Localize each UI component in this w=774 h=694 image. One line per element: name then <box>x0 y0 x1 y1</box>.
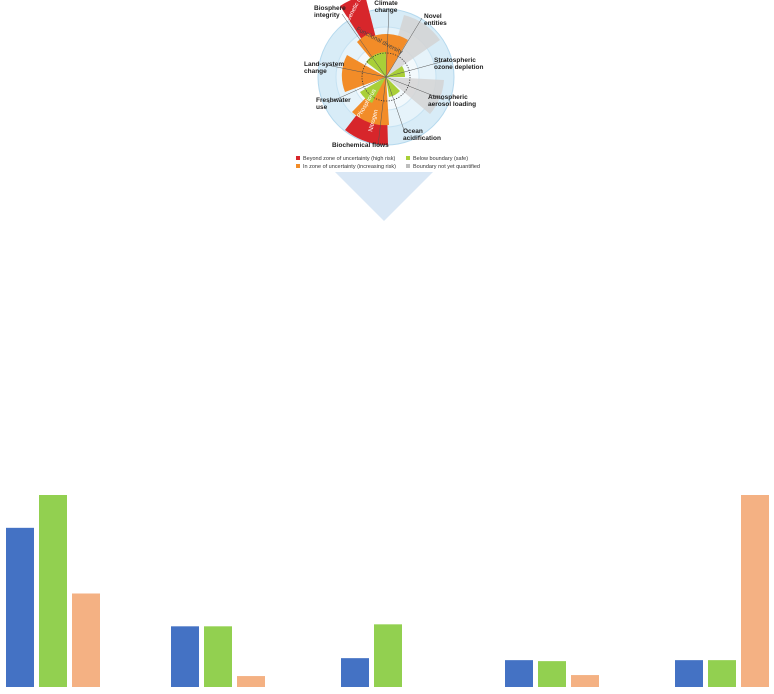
wedge-aerosol <box>386 77 444 114</box>
diagram-legend: Beyond zone of uncertainty (high risk) I… <box>296 156 480 170</box>
legend-label-safe: Below boundary (safe) <box>413 156 468 162</box>
label-biosphere-integrity: Biosphere integrity <box>314 5 346 19</box>
bar-4-series-2 <box>538 661 566 687</box>
bar-5-series-3 <box>741 495 769 687</box>
label-freshwater-use: Freshwater use <box>316 97 351 111</box>
label-ocean-acidification: Ocean acidification <box>403 128 441 142</box>
wedge-novel-entities <box>386 15 440 77</box>
legend-swatch-high-risk <box>296 156 300 160</box>
diagram-spokes <box>326 7 449 147</box>
pointer-triangle <box>335 172 433 221</box>
label-novel-entities: Novel entities <box>424 13 447 27</box>
label-ozone-depletion: Stratospheric ozone depletion <box>434 57 484 71</box>
label-biochemical-flows: Biochemical flows <box>332 142 389 149</box>
label-aerosol-loading: Atmospheric aerosol loading <box>428 94 476 108</box>
wedge-ozone <box>386 66 406 77</box>
bar-4-series-3 <box>571 675 599 687</box>
bar-3-series-1 <box>341 658 369 687</box>
bar-2-series-1 <box>171 626 199 687</box>
wedge-ocean <box>386 77 400 97</box>
bar-4-series-1 <box>505 660 533 687</box>
legend-label-increasing-risk: In zone of uncertainty (increasing risk) <box>303 164 396 170</box>
legend-swatch-unquantified <box>406 164 410 168</box>
legend-label-high-risk: Beyond zone of uncertainty (high risk) <box>303 156 395 162</box>
bar-2-series-3 <box>237 676 265 687</box>
label-land-system-change: Land-system change <box>304 61 344 75</box>
legend-label-unquantified: Boundary not yet quantified <box>413 164 480 170</box>
bar-1-series-3 <box>72 593 100 687</box>
bar-chart <box>6 495 769 687</box>
bar-1-series-1 <box>6 527 34 687</box>
legend-swatch-safe <box>406 156 410 160</box>
bar-2-series-2 <box>204 626 232 687</box>
boundary-circle <box>361 52 411 102</box>
label-climate-change: Climate change <box>374 0 398 14</box>
bar-3-series-2 <box>374 624 402 687</box>
legend-swatch-increasing-risk <box>296 164 300 168</box>
planetary-boundaries-diagram: Climate change Novel entities Stratospheri… <box>296 0 484 221</box>
bar-1-series-2 <box>39 495 67 687</box>
sublabel-nitrogen: Nitrogen <box>368 109 380 132</box>
bar-5-series-1 <box>675 660 703 687</box>
wedge-climate-change <box>368 34 408 77</box>
wedge-freshwater <box>360 77 386 103</box>
wedge-land-system <box>341 55 386 92</box>
bar-5-series-2 <box>708 660 736 687</box>
